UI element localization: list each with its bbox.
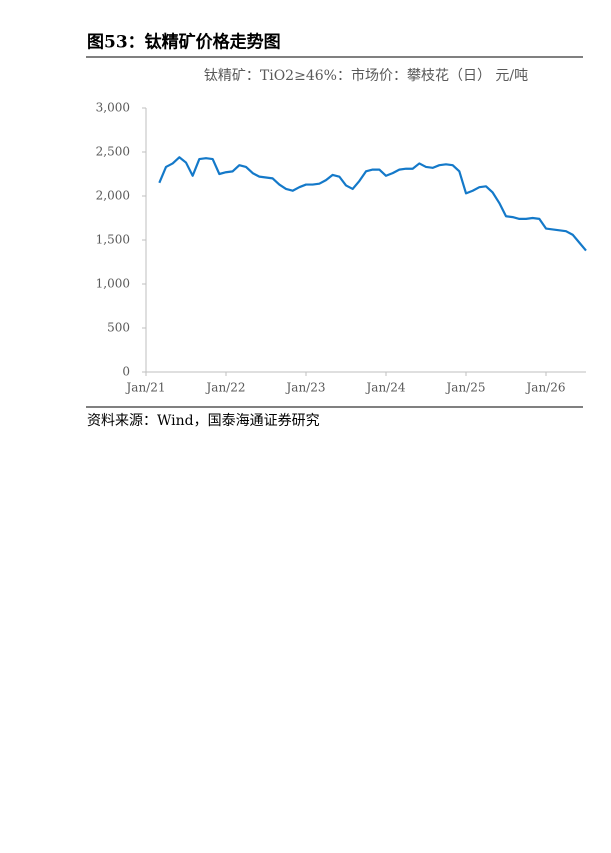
chart-title: 钛精矿：TiO2≥46%：市场价：攀枝花（日） 元/吨	[204, 67, 528, 84]
x-tick-label: Jan/25	[444, 381, 485, 395]
y-tick-label: 1,500	[96, 233, 130, 247]
y-tick-label: 0	[122, 365, 130, 379]
x-tick-label: Jan/22	[204, 381, 245, 395]
x-tick-label: Jan/23	[284, 381, 325, 395]
figure-title: 图53：钛精矿价格走势图	[87, 32, 281, 53]
line-series	[158, 156, 587, 252]
source: 资料来源：Wind，国泰海通证券研究	[87, 413, 320, 429]
y-tick-label: 2,500	[96, 145, 130, 159]
x-tick-label: Jan/21	[124, 381, 165, 395]
y-tick-label: 1,000	[96, 277, 130, 291]
y-tick-label: 3,000	[96, 101, 130, 115]
x-tick-label: Jan/24	[364, 381, 405, 395]
y-tick-label: 2,000	[96, 189, 130, 203]
y-tick-label: 500	[107, 321, 130, 335]
x-tick-label: Jan/26	[524, 381, 565, 395]
